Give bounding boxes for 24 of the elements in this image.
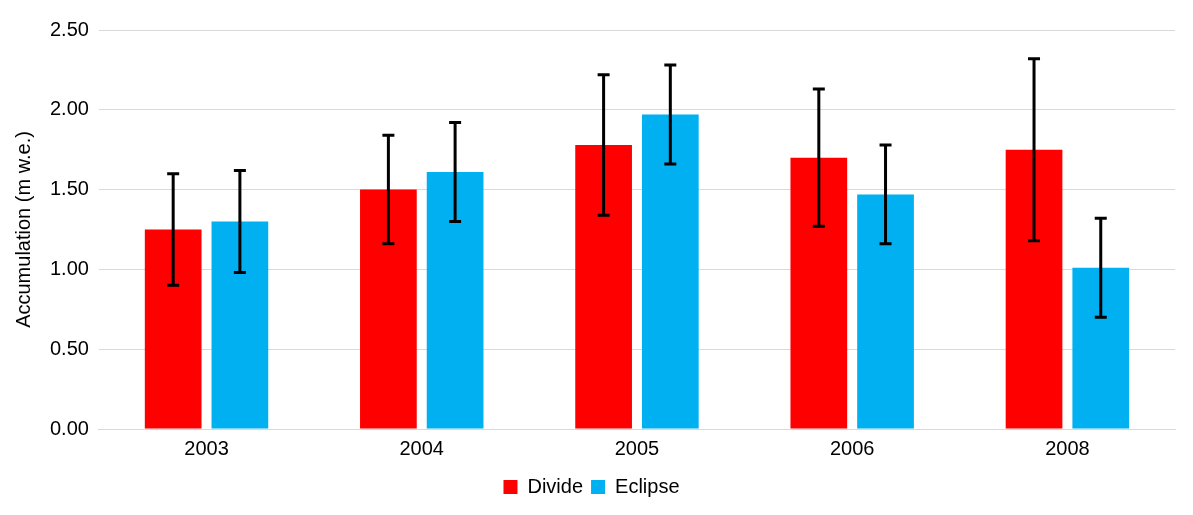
y-tick-label: 1.00	[49, 256, 89, 279]
x-tick-label: 2005	[614, 436, 660, 459]
legend-label: Divide	[527, 474, 584, 497]
bar	[426, 172, 484, 429]
x-tick-label: 2003	[184, 436, 229, 459]
legend-label: Eclipse	[615, 474, 680, 497]
y-tick-label: 2.00	[49, 97, 89, 120]
bar	[1072, 267, 1130, 429]
bar	[857, 194, 914, 429]
y-axis-title: Accumulation (m w.e.)	[11, 131, 34, 328]
bar	[1005, 149, 1063, 429]
bar	[641, 114, 699, 429]
bar	[144, 229, 202, 429]
y-tick-label: 2.50	[49, 17, 89, 40]
y-tick-label: 0.00	[49, 416, 89, 439]
y-tick-label: 0.50	[49, 336, 89, 359]
bar	[575, 144, 632, 429]
x-tick-label: 2006	[829, 436, 875, 459]
bar	[790, 157, 848, 429]
bar	[211, 221, 269, 429]
bar	[360, 189, 417, 429]
x-tick-label: 2008	[1045, 436, 1090, 459]
y-tick-label: 1.50	[49, 177, 89, 200]
x-tick-label: 2004	[399, 436, 444, 459]
